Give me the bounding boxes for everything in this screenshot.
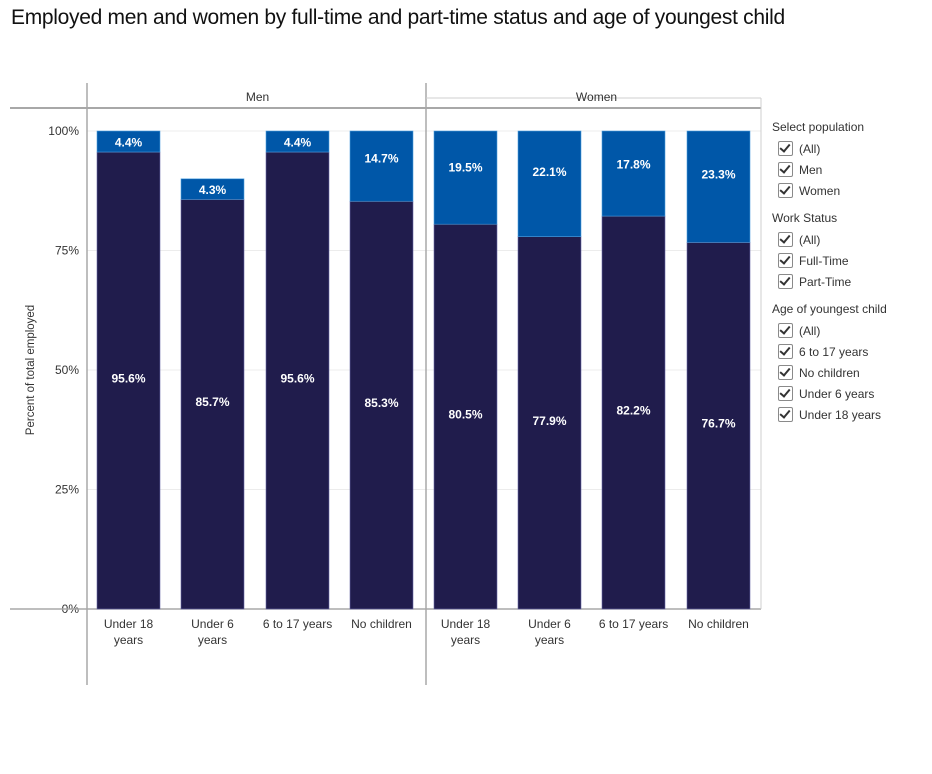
- checkbox-checked-icon[interactable]: [778, 344, 793, 359]
- bar-part-time: [601, 130, 666, 217]
- bar-full-time: [180, 199, 245, 610]
- filter-label: Full-Time: [799, 253, 849, 268]
- bar-part-time: [96, 130, 161, 153]
- filter-label: 6 to 17 years: [799, 344, 869, 359]
- filter-6-to-17[interactable]: 6 to 17 years: [772, 341, 887, 362]
- checkbox-checked-icon[interactable]: [778, 274, 793, 289]
- bar-part-time: [433, 130, 498, 225]
- filter-title: Work Status: [772, 211, 838, 225]
- x-tick-label: years: [535, 633, 564, 647]
- bar-full-time: [601, 215, 666, 610]
- filter-part-time[interactable]: Part-Time: [772, 271, 887, 292]
- filter-no-children[interactable]: No children: [772, 362, 887, 383]
- filter-label: Women: [799, 183, 841, 198]
- filter-panel: Select population (All) Men Women Work S…: [772, 120, 887, 435]
- checkbox-checked-icon[interactable]: [778, 232, 793, 247]
- y-axis-label: Percent of total employed: [25, 305, 37, 435]
- bar-full-time: [686, 242, 751, 610]
- filter-under-18[interactable]: Under 18 years: [772, 404, 887, 425]
- filter-label: Under 6 years: [799, 386, 875, 401]
- data-label-part-time: 17.8%: [616, 157, 650, 171]
- data-label-full-time: 85.7%: [195, 395, 229, 409]
- y-tick-label: 25%: [55, 483, 79, 497]
- data-label-full-time: 95.6%: [280, 372, 314, 386]
- x-tick-label: Under 6: [528, 617, 571, 631]
- x-tick-label: 6 to 17 years: [599, 617, 668, 631]
- x-tick-label: years: [114, 633, 143, 647]
- bar-full-time: [265, 151, 330, 610]
- y-tick-label: 100%: [48, 124, 79, 138]
- filter-label: (All): [799, 141, 821, 156]
- checkbox-checked-icon[interactable]: [778, 253, 793, 268]
- filter-label: Under 18 years: [799, 407, 882, 422]
- chart-title: Employed men and women by full-time and …: [11, 6, 785, 29]
- bar-part-time: [180, 178, 245, 200]
- bar-part-time: [349, 130, 414, 202]
- data-label-part-time: 22.1%: [532, 165, 566, 179]
- checkbox-checked-icon[interactable]: [778, 162, 793, 177]
- data-label-full-time: 82.2%: [616, 404, 650, 418]
- checkbox-checked-icon[interactable]: [778, 323, 793, 338]
- data-label-full-time: 95.6%: [111, 372, 145, 386]
- filter-men[interactable]: Men: [772, 159, 887, 180]
- x-tick-label: 6 to 17 years: [263, 617, 332, 631]
- x-tick-label: years: [198, 633, 227, 647]
- data-label-full-time: 76.7%: [701, 417, 735, 431]
- x-tick-label: No children: [688, 617, 749, 631]
- filter-all-age[interactable]: (All): [772, 320, 887, 341]
- filter-label: No children: [799, 365, 860, 380]
- filter-label: (All): [799, 323, 821, 338]
- checkbox-checked-icon[interactable]: [778, 183, 793, 198]
- x-tick-label: Under 6: [191, 617, 234, 631]
- filter-label: Men: [799, 162, 823, 177]
- data-label-part-time: 23.3%: [701, 167, 735, 181]
- bar-full-time: [517, 236, 582, 610]
- data-label-full-time: 85.3%: [364, 396, 398, 410]
- bar-part-time: [686, 130, 751, 243]
- panel-header-women: Women: [576, 90, 617, 104]
- x-tick-label: years: [451, 633, 480, 647]
- filter-group-age: Age of youngest child (All) 6 to 17 year…: [772, 302, 887, 425]
- bar-full-time: [96, 151, 161, 610]
- checkbox-checked-icon[interactable]: [778, 407, 793, 422]
- filter-label: Part-Time: [799, 274, 852, 289]
- x-tick-label: No children: [351, 617, 412, 631]
- data-label-full-time: 77.9%: [532, 414, 566, 428]
- checkbox-checked-icon[interactable]: [778, 365, 793, 380]
- data-label-full-time: 80.5%: [448, 408, 482, 422]
- bar-full-time: [349, 200, 414, 610]
- filter-under-6[interactable]: Under 6 years: [772, 383, 887, 404]
- filter-label: (All): [799, 232, 821, 247]
- filter-women[interactable]: Women: [772, 180, 887, 201]
- filter-all-population[interactable]: (All): [772, 138, 887, 159]
- filter-title: Select population: [772, 120, 865, 134]
- data-label-part-time: 4.4%: [115, 136, 143, 150]
- filter-title: Age of youngest child: [772, 302, 887, 316]
- bar-part-time: [265, 130, 330, 153]
- y-tick-label: 75%: [55, 244, 79, 258]
- x-tick-label: Under 18: [441, 617, 491, 631]
- panel-header-men: Men: [246, 90, 269, 104]
- data-label-part-time: 4.4%: [284, 136, 312, 150]
- filter-group-population: Select population (All) Men Women: [772, 120, 887, 201]
- filter-full-time[interactable]: Full-Time: [772, 250, 887, 271]
- checkbox-checked-icon[interactable]: [778, 386, 793, 401]
- filter-group-work-status: Work Status (All) Full-Time Part-Time: [772, 211, 887, 292]
- bar-part-time: [517, 130, 582, 237]
- x-tick-label: Under 18: [104, 617, 154, 631]
- y-tick-label: 50%: [55, 363, 79, 377]
- data-label-part-time: 14.7%: [364, 152, 398, 166]
- bar-full-time: [433, 223, 498, 610]
- filter-all-work-status[interactable]: (All): [772, 229, 887, 250]
- checkbox-checked-icon[interactable]: [778, 141, 793, 156]
- data-label-part-time: 4.3%: [199, 183, 227, 197]
- data-label-part-time: 19.5%: [448, 160, 482, 174]
